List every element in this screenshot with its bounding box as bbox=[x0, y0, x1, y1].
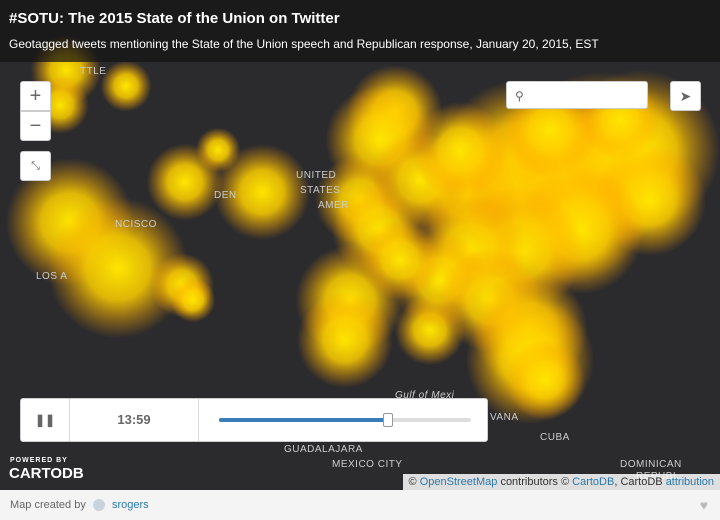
footer: Map created by srogers ♥ bbox=[0, 490, 720, 520]
map-label: STATES bbox=[300, 185, 341, 196]
tweet-layer bbox=[6, 34, 720, 424]
map-label: DEN bbox=[214, 190, 237, 201]
slider-progress bbox=[219, 418, 387, 422]
tweet-cluster bbox=[47, 197, 189, 339]
map-label: NCISCO bbox=[115, 219, 157, 230]
tweet-cluster bbox=[505, 340, 585, 420]
attribution-text: , CartoDB bbox=[614, 476, 663, 488]
attribution: © OpenStreetMap contributors © CartoDB, … bbox=[402, 474, 720, 490]
tweet-cluster bbox=[170, 277, 216, 323]
map-label: LOS A bbox=[36, 271, 68, 282]
fullscreen-button[interactable]: ⤡ bbox=[20, 151, 51, 181]
map-label: MEXICO CITY bbox=[332, 459, 403, 470]
tweet-clusters bbox=[6, 34, 720, 424]
tweet-cluster bbox=[297, 292, 393, 388]
tweet-cluster bbox=[412, 102, 508, 198]
attribution-link[interactable]: attribution bbox=[665, 476, 714, 488]
avatar bbox=[92, 499, 105, 512]
slider-handle[interactable] bbox=[383, 413, 393, 427]
zoom-in[interactable]: + bbox=[20, 81, 51, 111]
tweet-cluster bbox=[100, 60, 152, 112]
map[interactable]: TTLE DEN NCISCO LOS A UNITED STATES AMER… bbox=[0, 0, 720, 490]
map-label: VANA bbox=[490, 412, 519, 423]
osm-link[interactable]: OpenStreetMap bbox=[419, 476, 498, 488]
attribution-text: contributors © bbox=[500, 476, 570, 488]
map-label: TTLE bbox=[80, 66, 107, 77]
time-display: 13:59 bbox=[70, 399, 199, 441]
like-button[interactable]: ♥ bbox=[699, 497, 708, 513]
created-by: Map created by bbox=[10, 499, 86, 511]
time-slider-bar: ❚❚ 13:59 bbox=[20, 398, 488, 442]
zoom-out[interactable]: − bbox=[20, 111, 51, 141]
header: #SOTU: The 2015 State of the Union on Tw… bbox=[0, 0, 720, 62]
map-label: UNITED bbox=[296, 170, 337, 181]
tweet-cluster bbox=[360, 220, 440, 300]
slider-track[interactable] bbox=[219, 413, 471, 427]
user-link[interactable]: srogers bbox=[111, 499, 149, 511]
map-label: GUADALAJARA bbox=[284, 444, 363, 455]
tweet-cluster bbox=[146, 143, 224, 221]
powered-by: POWERED BY bbox=[10, 457, 68, 464]
subtitle: Geotagged tweets mentioning the State of… bbox=[9, 37, 599, 51]
pause-button[interactable]: ❚❚ bbox=[21, 399, 70, 441]
title: #SOTU: The 2015 State of the Union on Tw… bbox=[9, 10, 340, 27]
map-label: AMER bbox=[318, 200, 349, 211]
cartodb-link[interactable]: CartoDB bbox=[572, 476, 615, 488]
attribution-text: © bbox=[408, 476, 417, 488]
cartodb-logo[interactable]: CARTODB bbox=[9, 465, 84, 482]
tweet-cluster bbox=[214, 144, 310, 240]
search-box[interactable]: ⚲ bbox=[506, 81, 648, 109]
share-button[interactable]: ➤ bbox=[670, 81, 701, 111]
map-label: CUBA bbox=[540, 432, 570, 443]
map-label: Gulf of Mexi bbox=[395, 390, 455, 401]
map-label: DOMINICAN bbox=[620, 459, 682, 470]
